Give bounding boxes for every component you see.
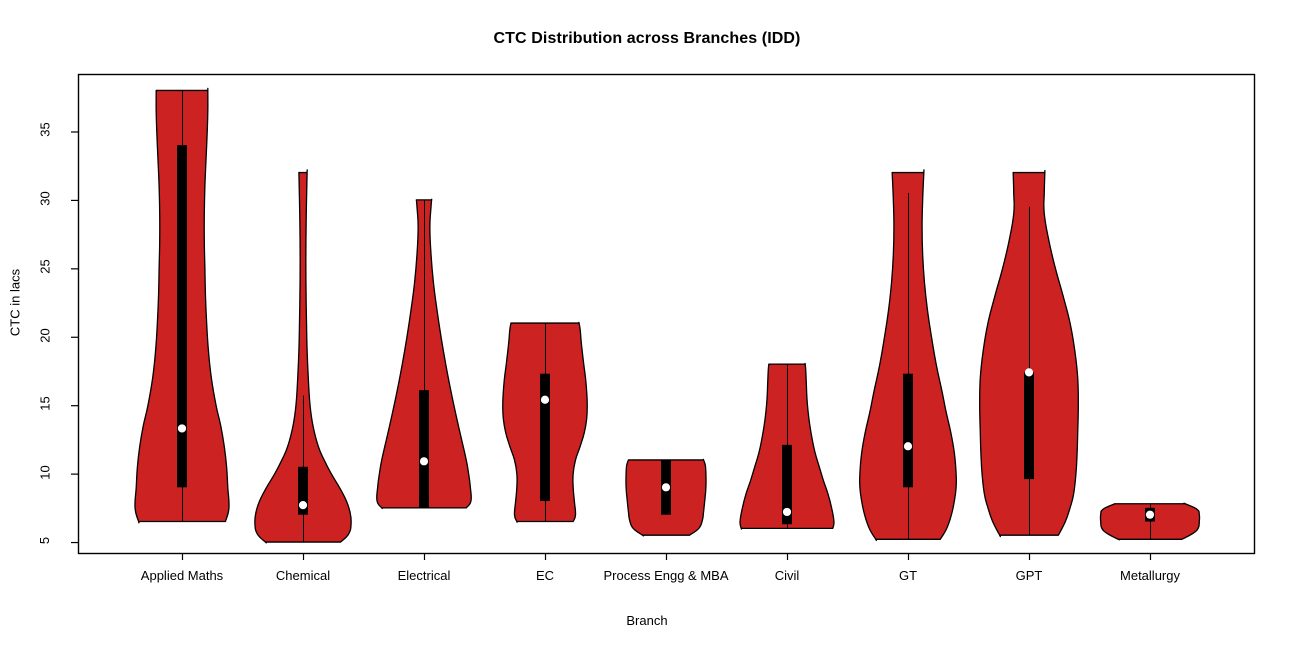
axis-group xyxy=(71,73,1256,560)
violin-applied-maths xyxy=(134,87,230,524)
y-axis-tick-label: 5 xyxy=(25,533,65,548)
iqr-box xyxy=(540,373,550,501)
x-axis-title: Branch xyxy=(626,613,668,628)
iqr-box xyxy=(177,145,187,488)
x-axis-tick-label: Process Engg & MBA xyxy=(603,568,729,583)
violin-body xyxy=(254,169,352,544)
x-axis-tick-label: Chemical xyxy=(275,568,331,583)
y-axis-tick-value: 35 xyxy=(37,122,53,138)
page-title: CTC Distribution across Branches (IDD) xyxy=(493,30,801,47)
violin-gpt xyxy=(979,169,1079,538)
violin-ec xyxy=(502,321,588,523)
y-axis-tick-label: 35 xyxy=(25,122,65,137)
y-axis-tick-value: 5 xyxy=(37,536,53,545)
y-axis-tick-label: 10 xyxy=(25,465,65,480)
median-marker xyxy=(1024,368,1034,377)
iqr-box xyxy=(782,444,792,525)
violin-gt xyxy=(858,169,958,542)
median-marker xyxy=(419,457,429,466)
violin-chemical xyxy=(254,169,352,544)
violin-civil xyxy=(739,362,835,530)
x-axis-tick-label: Civil xyxy=(774,568,800,583)
violin-group xyxy=(134,87,1201,544)
x-axis-tick-label: Applied Maths xyxy=(140,568,224,583)
iqr-box xyxy=(903,373,913,488)
y-axis-tick-label: 30 xyxy=(25,191,65,206)
y-axis-tick-value: 25 xyxy=(37,259,53,275)
x-axis-tick-label: Metallurgy xyxy=(1120,568,1180,583)
x-axis-tick-label: Electrical xyxy=(397,568,451,583)
y-axis-tick-value: 10 xyxy=(37,464,53,480)
median-marker xyxy=(782,507,792,517)
violin-electrical xyxy=(376,198,472,510)
x-axis-tick-label: GT xyxy=(898,568,918,583)
median-marker xyxy=(903,442,913,451)
iqr-box xyxy=(1024,372,1034,480)
x-axis-tick-label: EC xyxy=(535,568,555,583)
y-axis-tick-value: 15 xyxy=(37,396,53,411)
y-axis-tick-label: 25 xyxy=(25,259,65,274)
y-axis-tick-value: 20 xyxy=(37,328,53,343)
iqr-box xyxy=(298,466,308,515)
violin-process-engg-mba xyxy=(625,458,707,537)
median-marker xyxy=(298,501,308,510)
y-axis-tick-value: 30 xyxy=(37,191,53,206)
median-marker xyxy=(177,424,187,433)
y-axis-tick-label: 15 xyxy=(25,396,65,411)
median-marker xyxy=(540,395,550,404)
median-marker xyxy=(661,483,671,492)
violin-metallurgy xyxy=(1099,502,1201,541)
median-marker xyxy=(1145,510,1155,519)
iqr-box xyxy=(419,390,429,508)
y-axis-tick-label: 20 xyxy=(25,328,65,343)
x-axis-tick-label: GPT xyxy=(1015,568,1043,583)
